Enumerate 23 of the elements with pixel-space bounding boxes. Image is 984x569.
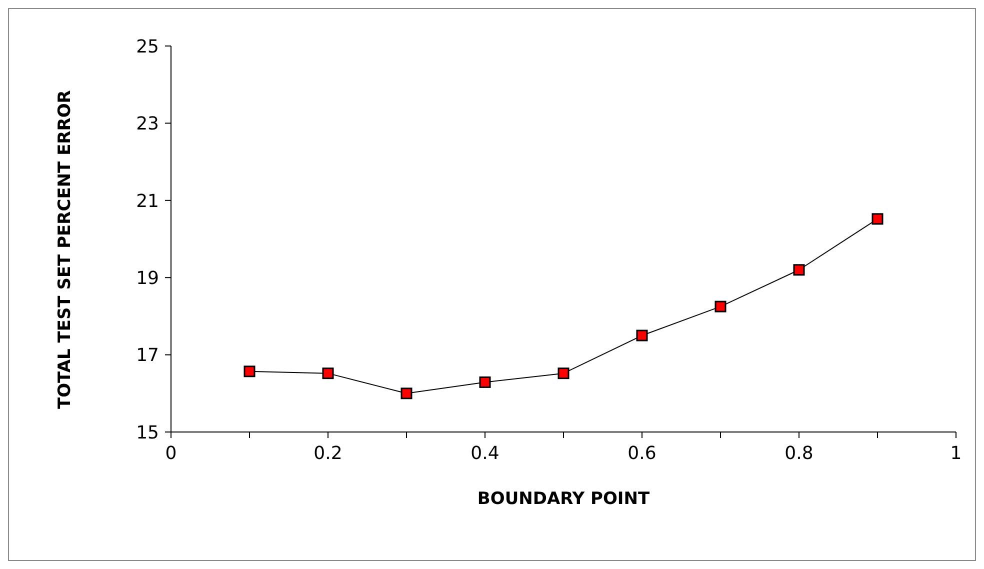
- x-tick-label: 0.6: [628, 442, 656, 464]
- x-tick-label: 0.4: [470, 442, 500, 464]
- point: [714, 300, 726, 312]
- y-tick-label: 23: [136, 114, 159, 135]
- point: [793, 264, 805, 276]
- y-tick-label: 19: [136, 268, 159, 289]
- y-tick-label: 17: [136, 345, 159, 366]
- point: [636, 330, 648, 342]
- x-tick-label: 0.8: [784, 442, 814, 464]
- point: [872, 213, 884, 225]
- x-tick-label: 1: [950, 442, 962, 464]
- y-axis-title: TOTAL TEST SET PERCENT ERROR: [55, 90, 76, 409]
- y-tick-label: 21: [136, 190, 159, 212]
- point: [400, 388, 412, 400]
- point: [479, 376, 491, 388]
- point: [244, 366, 256, 378]
- y-tick-label: 15: [136, 422, 159, 444]
- point: [322, 368, 334, 380]
- point: [558, 368, 570, 380]
- y-tick-label: 25: [136, 36, 159, 58]
- x-tick-label: 0.2: [314, 442, 342, 464]
- x-axis-title: BOUNDARY POINT: [477, 489, 650, 510]
- x-tick-label: 0: [165, 442, 177, 464]
